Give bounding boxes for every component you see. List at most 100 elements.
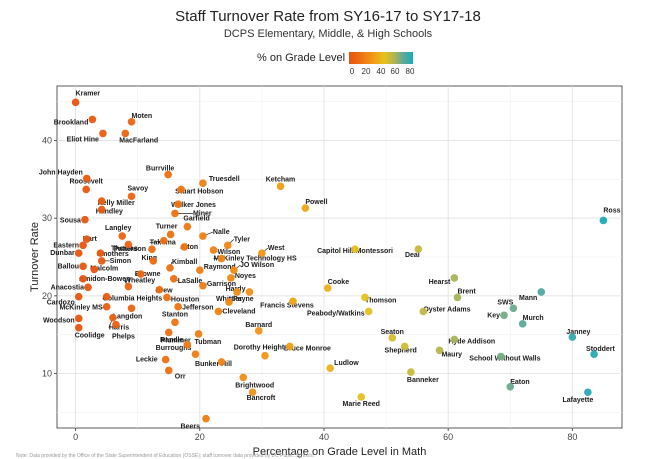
color-legend: % on Grade Level 0 20 40 60 80 xyxy=(0,49,656,79)
data-point xyxy=(79,262,87,271)
data-point xyxy=(450,274,459,282)
data-point xyxy=(164,170,172,179)
point-label: Moten xyxy=(132,113,153,120)
point-label: Deal xyxy=(405,252,420,259)
point-label: Randle xyxy=(160,337,183,344)
point-label: Garrison xyxy=(207,281,236,288)
data-point xyxy=(90,265,99,274)
point-label: Payne xyxy=(233,296,254,303)
chart-title: Staff Turnover Rate from SY16-17 to SY17… xyxy=(175,8,481,25)
point-label: Simon xyxy=(110,258,131,265)
data-point xyxy=(214,307,223,316)
data-point xyxy=(323,284,332,292)
point-label: West xyxy=(268,245,285,252)
legend-gradient-bar xyxy=(349,52,413,64)
y-tick-label: 20 xyxy=(42,291,52,301)
data-point xyxy=(161,355,170,364)
data-point xyxy=(180,243,189,251)
point-label: Tyler xyxy=(234,236,250,243)
data-point xyxy=(199,281,207,290)
data-point xyxy=(217,358,226,366)
data-point xyxy=(155,285,164,294)
legend-tick: 0 xyxy=(349,67,355,76)
point-label: Turner xyxy=(156,223,178,230)
data-point xyxy=(74,292,83,301)
point-label: Peabody/Watkins xyxy=(307,310,365,317)
point-label: Key xyxy=(487,312,500,319)
data-point xyxy=(225,298,233,306)
data-point xyxy=(258,249,266,257)
data-point xyxy=(83,174,91,183)
data-point xyxy=(164,328,173,337)
data-point xyxy=(364,307,373,316)
data-point xyxy=(171,209,179,218)
data-point xyxy=(109,313,117,322)
point-label: Stoddert xyxy=(586,346,615,353)
point-label: Wilson xyxy=(217,249,240,256)
data-point xyxy=(209,246,218,254)
point-label: Barnard xyxy=(245,322,272,329)
data-point xyxy=(149,257,158,265)
point-label: Columbia Heights xyxy=(103,296,163,303)
data-point xyxy=(74,314,83,323)
point-label: SWS xyxy=(497,299,513,306)
point-layer xyxy=(71,98,608,423)
data-point xyxy=(97,257,106,265)
data-point xyxy=(166,264,174,272)
point-label: Brookland xyxy=(54,119,89,126)
legend-tick: 60 xyxy=(390,67,400,76)
data-point xyxy=(159,236,168,245)
data-point xyxy=(163,293,171,302)
point-label: School Without Walls xyxy=(469,355,540,362)
point-label: Mann xyxy=(519,295,537,302)
point-label: Langdon xyxy=(113,313,143,320)
point-label: Dorothy Height xyxy=(234,345,285,352)
point-label: LaSalle xyxy=(178,278,203,285)
data-point xyxy=(435,346,444,355)
data-point xyxy=(124,240,133,249)
data-point xyxy=(127,117,136,126)
data-point xyxy=(127,304,136,313)
data-point xyxy=(118,232,126,240)
point-label: Handley xyxy=(96,209,123,216)
data-point xyxy=(83,235,91,243)
point-label: Francis Stevens xyxy=(260,302,314,309)
point-label: Phelps xyxy=(112,334,135,341)
point-label: Orr xyxy=(175,373,186,380)
data-point xyxy=(453,293,462,302)
point-label: Ketcham xyxy=(266,176,296,183)
point-label: Browne xyxy=(135,271,161,278)
y-tick-label: 40 xyxy=(42,135,52,145)
data-point xyxy=(506,383,515,391)
point-label: Nalle xyxy=(213,229,230,236)
data-point xyxy=(96,249,105,257)
data-point xyxy=(248,388,257,397)
data-point xyxy=(79,241,87,250)
point-label: McKinley MS xyxy=(59,305,103,312)
x-axis-title: Percentage on Grade Level in Math xyxy=(253,446,427,458)
data-point xyxy=(599,216,608,225)
point-label: Bunker Hill xyxy=(195,361,232,368)
point-label: Hearst xyxy=(429,279,451,286)
y-tick-label: 10 xyxy=(42,369,52,379)
point-label: Thomas xyxy=(111,246,138,253)
data-point xyxy=(88,115,97,124)
y-axis-title: Turnover Rate xyxy=(29,222,41,292)
point-label: Oyster Adams xyxy=(423,306,470,313)
point-label: Smothers xyxy=(96,251,128,258)
data-point xyxy=(79,274,87,283)
point-label: McKinley Technology HS xyxy=(214,256,297,263)
data-point xyxy=(518,320,527,328)
data-point xyxy=(286,342,294,351)
data-point xyxy=(74,323,83,332)
point-label: MacFarland xyxy=(119,137,158,144)
point-label: Eaton xyxy=(510,379,529,386)
data-point xyxy=(199,179,207,187)
data-point xyxy=(177,185,185,194)
point-label: Dunbar xyxy=(50,250,75,257)
point-label: Stuart Hobson xyxy=(175,188,223,195)
data-point xyxy=(239,373,248,382)
point-label: Powell xyxy=(305,199,327,206)
data-point xyxy=(84,283,92,292)
